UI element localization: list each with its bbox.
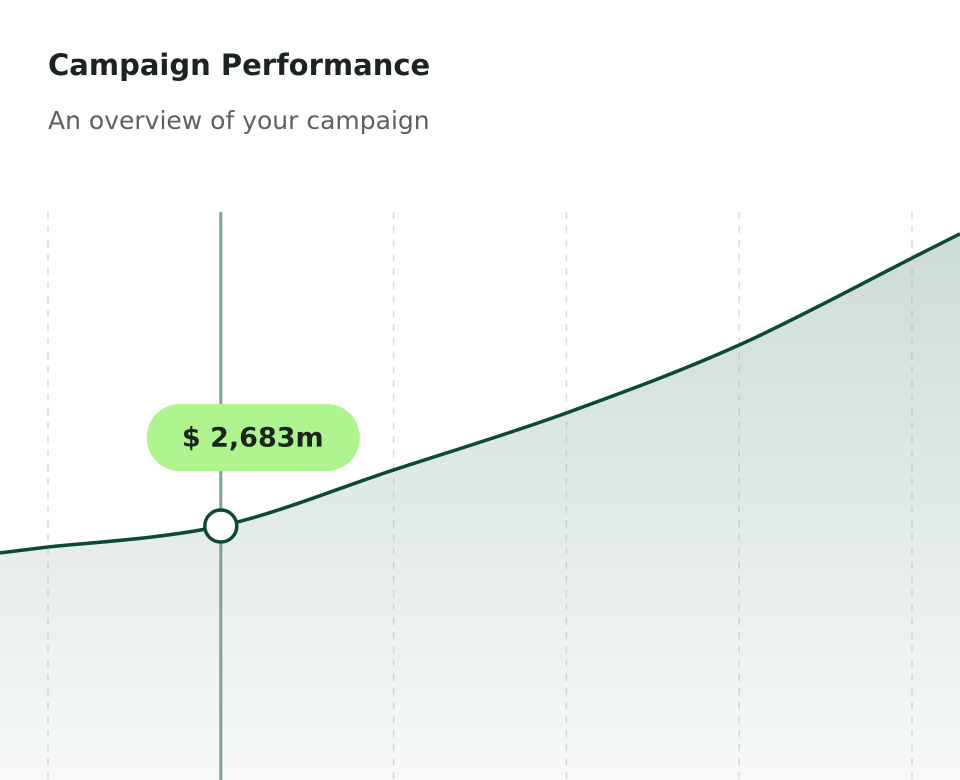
highlight-point bbox=[203, 508, 239, 544]
line-extension bbox=[911, 232, 960, 260]
value-label-bg bbox=[146, 404, 360, 472]
line-extension bbox=[0, 545, 49, 555]
area-fill bbox=[0, 233, 960, 780]
chart-subtitle: An overview of your campaign bbox=[48, 106, 430, 135]
line bbox=[47, 256, 913, 549]
value-label: $ 2,683m bbox=[182, 423, 324, 454]
chart-title: Campaign Performance bbox=[48, 48, 430, 82]
plot: $ 2,683m bbox=[0, 212, 960, 780]
